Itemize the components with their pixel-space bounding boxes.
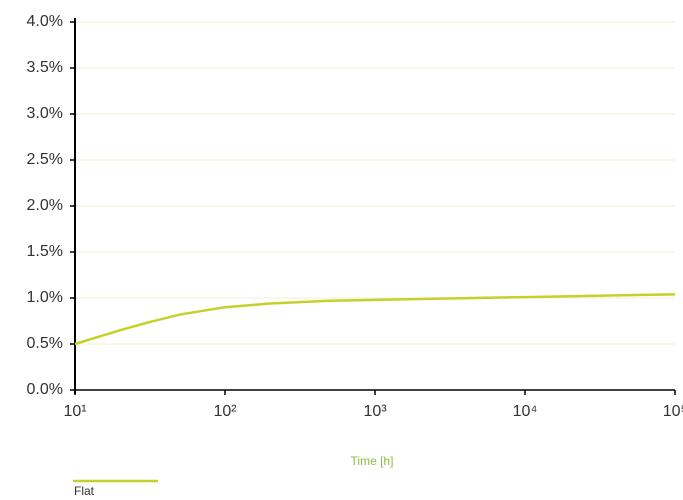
y-tick-label: 1.5%	[27, 243, 63, 260]
x-tick-label: 10¹	[63, 403, 86, 420]
y-tick-label: 3.0%	[27, 105, 63, 122]
y-tick-label: 2.5%	[27, 151, 63, 168]
x-tick-label: 10²	[213, 403, 237, 420]
legend-label: Flat	[74, 484, 95, 498]
x-axis-label: Time [h]	[351, 454, 394, 468]
x-tick-label: 10³	[363, 403, 387, 420]
y-tick-label: 1.0%	[27, 289, 63, 306]
y-tick-label: 0.5%	[27, 335, 63, 352]
y-tick-label: 3.5%	[27, 59, 63, 76]
y-tick-label: 2.0%	[27, 197, 63, 214]
y-tick-label: 0.0%	[27, 381, 63, 398]
x-tick-label: 10⁵	[663, 403, 683, 420]
y-tick-label: 4.0%	[27, 13, 63, 30]
line-series	[74, 293, 676, 346]
x-tick-label: 10⁴	[513, 403, 538, 420]
